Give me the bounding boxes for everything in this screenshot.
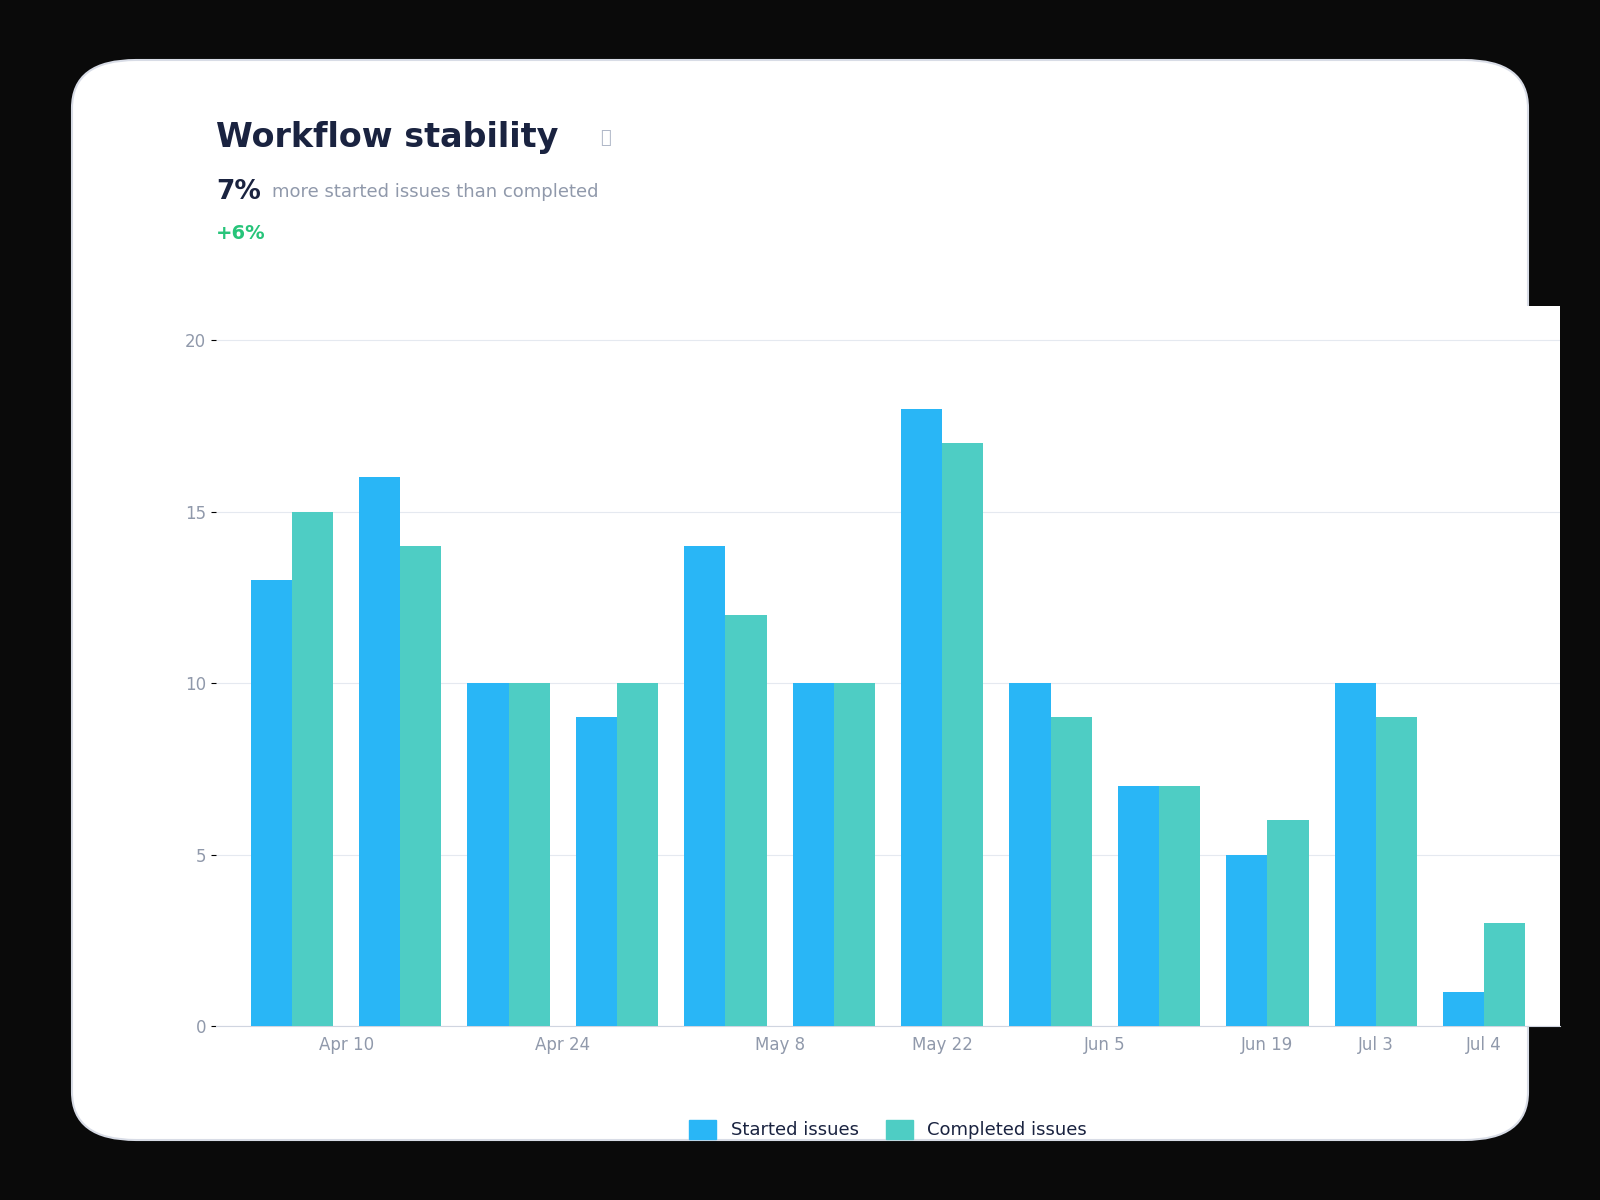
Bar	[834, 683, 875, 1026]
Bar	[358, 478, 400, 1026]
Bar	[1010, 683, 1051, 1026]
Bar	[725, 614, 766, 1026]
Bar	[1443, 991, 1485, 1026]
Bar	[509, 683, 550, 1026]
Text: more started issues than completed: more started issues than completed	[272, 182, 598, 200]
Bar	[291, 511, 333, 1026]
Bar	[1267, 821, 1309, 1026]
Bar	[1334, 683, 1376, 1026]
Bar	[1158, 786, 1200, 1026]
Legend: Started issues, Completed issues: Started issues, Completed issues	[682, 1112, 1094, 1146]
Bar	[467, 683, 509, 1026]
Text: +6%: +6%	[216, 224, 266, 244]
Bar	[400, 546, 442, 1026]
Text: ⓘ: ⓘ	[600, 128, 611, 146]
Bar	[576, 718, 618, 1026]
Bar	[251, 581, 291, 1026]
Bar	[1485, 923, 1525, 1026]
Bar	[618, 683, 658, 1026]
Text: Workflow stability: Workflow stability	[216, 121, 558, 155]
Bar	[1051, 718, 1091, 1026]
Text: 7%: 7%	[216, 179, 261, 205]
Bar	[901, 409, 942, 1026]
Bar	[1376, 718, 1418, 1026]
Bar	[1226, 854, 1267, 1026]
Bar	[792, 683, 834, 1026]
Bar	[1118, 786, 1158, 1026]
Bar	[942, 443, 984, 1026]
Bar	[685, 546, 725, 1026]
